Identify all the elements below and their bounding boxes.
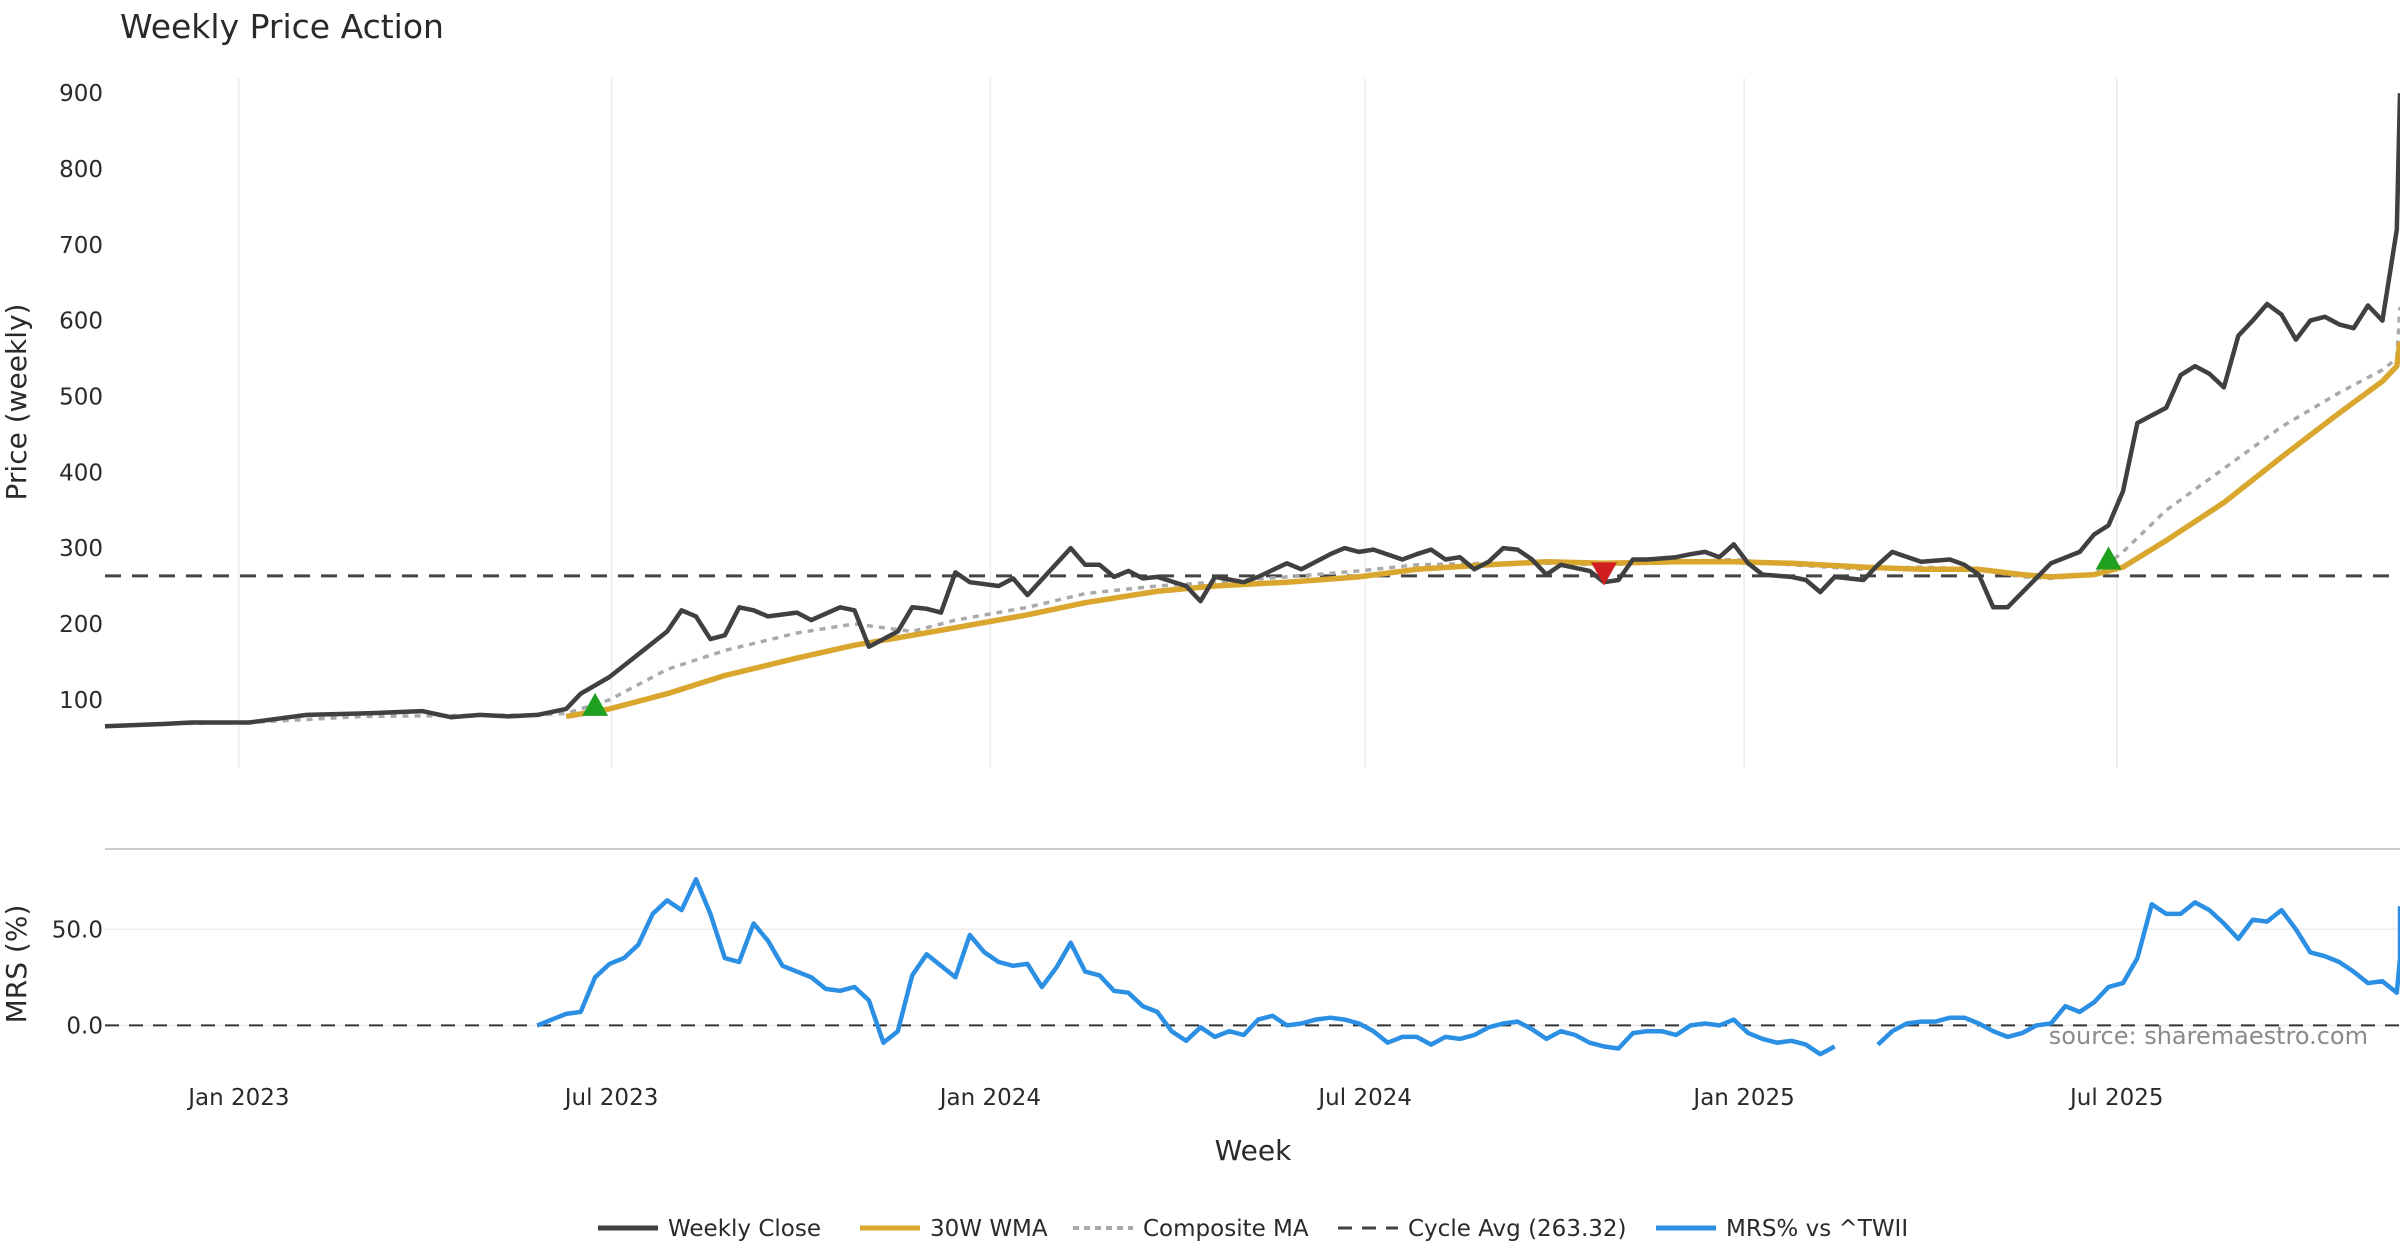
weekly-close-series: [104, 93, 2400, 729]
legend-label-close: Weekly Close: [668, 1216, 821, 1242]
legend: Weekly Close 30W WMA Composite MA Cycle Avg…: [598, 1216, 1908, 1242]
chart-title: Weekly Price Action: [120, 7, 444, 46]
x-tick-label: Jan 2025: [1691, 1085, 1794, 1111]
x-tick-labels: Jan 2023 Jul 2023 Jan 2024 Jul 2024 Jan 2025…: [186, 1085, 2163, 1111]
price-y-tick: 600: [59, 309, 103, 335]
price-y-tick: 800: [59, 157, 103, 183]
x-axis-title: Week: [1215, 1134, 1292, 1167]
composite-ma-series: [162, 306, 2400, 726]
mrs-gridlines: [105, 928, 2400, 1027]
price-y-tick: 400: [59, 460, 103, 486]
price-y-tick: 200: [59, 612, 103, 638]
price-y-tick: 300: [59, 536, 103, 562]
signal-markers: [582, 546, 2122, 716]
price-y-tick: 100: [59, 688, 103, 714]
legend-label-wma: 30W WMA: [930, 1216, 1048, 1242]
x-tick-label: Jan 2023: [186, 1085, 289, 1111]
x-tick-label: Jan 2024: [938, 1085, 1041, 1111]
x-tick-label: Jul 2024: [1316, 1085, 1412, 1111]
mrs-y-tick: 0.0: [66, 1013, 103, 1039]
wma-30w-series: [565, 341, 2400, 720]
legend-label-composite: Composite MA: [1143, 1216, 1309, 1242]
price-y-tick: 500: [59, 384, 103, 410]
mrs-series: [536, 877, 2400, 1057]
x-tick-label: Jul 2025: [2068, 1085, 2164, 1111]
price-y-tick: 900: [59, 81, 103, 107]
price-gridlines: [238, 78, 2118, 768]
price-y-tick-labels: 100 200 300 400 500 600 700 800 900: [59, 81, 103, 714]
price-y-tick: 700: [59, 233, 103, 259]
price-y-axis-title: Price (weekly): [0, 304, 33, 501]
mrs-y-tick: 50.0: [52, 917, 103, 943]
source-note: source: sharemaestro.com: [2049, 1022, 2368, 1050]
buy-signal-marker: [2095, 546, 2122, 570]
mrs-y-tick-labels: 50.0 0.0: [52, 917, 103, 1039]
legend-label-cycle: Cycle Avg (263.32): [1408, 1216, 1627, 1242]
legend-label-mrs: MRS% vs ^TWII: [1726, 1216, 1908, 1242]
x-tick-label: Jul 2023: [563, 1085, 659, 1111]
sell-signal-marker: [1591, 562, 1618, 586]
mrs-y-axis-title: MRS (%): [0, 905, 33, 1024]
buy-signal-marker: [582, 692, 609, 716]
